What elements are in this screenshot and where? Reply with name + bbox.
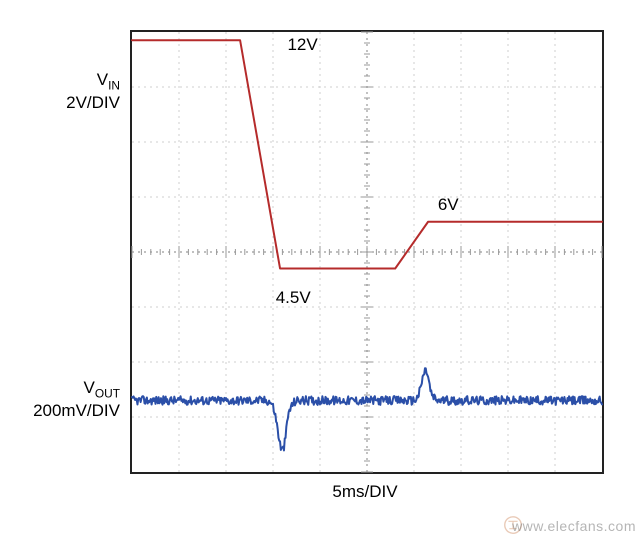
watermark-logo-icon [502, 514, 524, 536]
watermark-text: www.elecfans.com [512, 518, 636, 534]
y-axis-label-vout: VOUT 200mV/DIV [0, 378, 120, 421]
y-axis-label-vin: VIN 2V/DIV [0, 70, 120, 113]
annotation-6v: 6V [438, 195, 459, 215]
annotation-12v: 12V [287, 35, 317, 55]
annotation-4p5v: 4.5V [276, 288, 311, 308]
vout-symbol: V [84, 378, 95, 397]
oscilloscope-figure: VIN 2V/DIV VOUT 200mV/DIV 12V 4.5V 6V 5m… [0, 0, 642, 540]
vin-subscript: IN [108, 78, 120, 92]
vin-symbol: V [97, 70, 108, 89]
vout-scale: 200mV/DIV [0, 401, 120, 421]
vout-subscript: OUT [95, 386, 120, 400]
vin-scale: 2V/DIV [0, 93, 120, 113]
x-axis-label: 5ms/DIV [265, 482, 465, 502]
traces [132, 32, 602, 472]
plot-frame [130, 30, 604, 474]
